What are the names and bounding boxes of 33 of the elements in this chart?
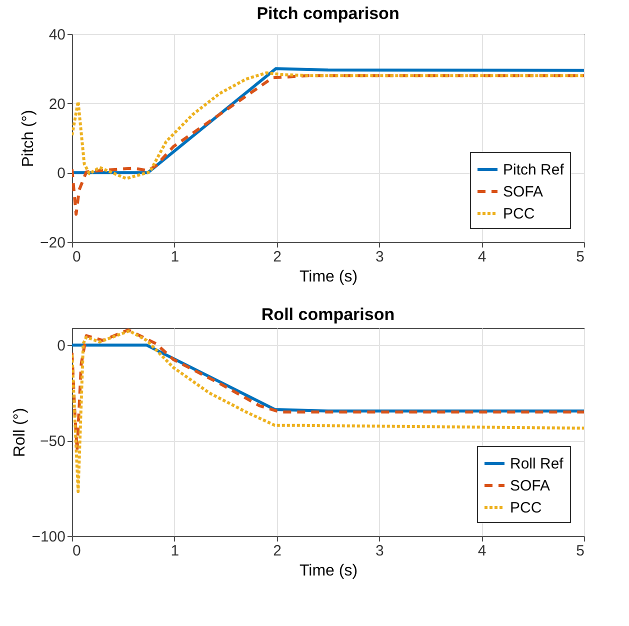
- chart-title: Roll comparison: [261, 305, 395, 324]
- legend-label: SOFA: [510, 478, 550, 494]
- x-tick-label: 4: [478, 542, 486, 560]
- y-tick-label: 0: [57, 165, 66, 182]
- legend-label: PCC: [503, 206, 535, 222]
- y-tick-label: 20: [48, 96, 66, 113]
- legend-label: SOFA: [503, 184, 544, 200]
- legend-label: Roll Ref: [510, 456, 564, 472]
- y-tick-label: −100: [32, 528, 66, 546]
- x-tick-label: 0: [72, 542, 81, 560]
- y-tick-label: −20: [40, 234, 66, 252]
- legend-label: Pitch Ref: [503, 162, 565, 178]
- x-tick-label: 0: [72, 248, 81, 266]
- x-axis-title: Time (s): [299, 562, 358, 580]
- x-tick-label: 4: [478, 248, 486, 266]
- y-axis-title: Roll (°): [12, 408, 29, 458]
- y-tick-label: −50: [40, 433, 66, 450]
- x-tick-label: 5: [576, 248, 584, 266]
- line-series: [72, 329, 584, 494]
- y-tick-label: 0: [57, 338, 66, 355]
- y-tick-label: 40: [48, 26, 66, 44]
- x-tick-label: 3: [376, 542, 384, 560]
- line-series: [72, 328, 584, 452]
- x-axis-title: Time (s): [299, 268, 358, 286]
- chart-title: Pitch comparison: [256, 4, 400, 23]
- legend-label: PCC: [510, 500, 542, 516]
- x-tick-label: 2: [273, 248, 282, 266]
- x-tick-label: 1: [170, 248, 180, 266]
- y-axis-title: Pitch (°): [20, 110, 38, 168]
- x-tick-label: 5: [576, 542, 584, 560]
- x-tick-label: 1: [170, 542, 180, 560]
- x-tick-label: 2: [273, 542, 282, 560]
- x-tick-label: 3: [376, 248, 384, 266]
